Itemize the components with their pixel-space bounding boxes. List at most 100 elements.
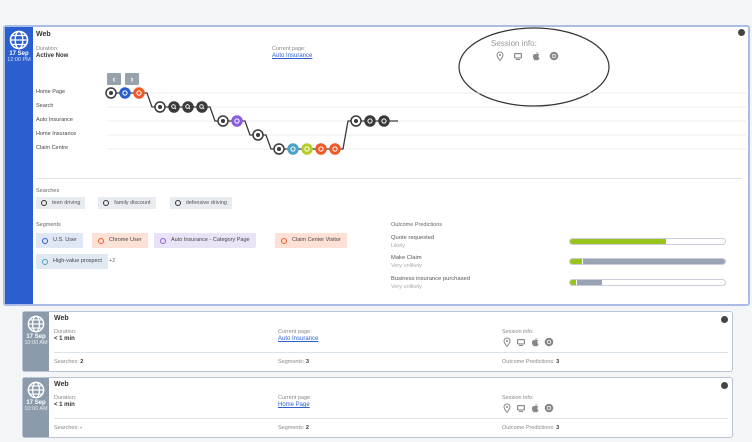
timeline-segment-node[interactable] <box>133 87 145 99</box>
duration-value: < 1 min <box>54 336 75 342</box>
current-page-link[interactable]: Auto Insurance <box>272 53 313 59</box>
outcomes-label: Outcome Predictions: <box>502 425 555 431</box>
segment-icon <box>281 237 287 244</box>
segment-icon <box>97 237 104 244</box>
current-page-label: Current page: <box>278 329 312 335</box>
desktop-icon <box>516 403 526 413</box>
timeline-search-node[interactable] <box>182 101 194 113</box>
outcome-likelihood: Very unlikely <box>391 284 422 290</box>
timeline-segment-node[interactable] <box>119 87 131 99</box>
channel-title: Web <box>54 381 69 388</box>
globe-icon <box>27 381 45 399</box>
divider <box>54 418 728 419</box>
timeline-row-label: Claim Centre <box>36 145 69 151</box>
timeline-event-node[interactable] <box>364 115 376 127</box>
timeline-search-node[interactable] <box>196 101 208 113</box>
timeline-row-label: Home Page <box>36 89 66 95</box>
segments-more[interactable]: +2 <box>109 258 116 264</box>
duration-label: Duration: <box>36 46 59 52</box>
timeline-row-label: Auto Insurance <box>36 117 73 123</box>
searches-label: Searches <box>36 188 60 194</box>
timeline-next-button[interactable]: › <box>125 73 139 85</box>
outcome-bar <box>569 279 726 286</box>
timeline-page-node[interactable] <box>350 115 362 127</box>
session-time: 12:00 PM <box>7 57 31 63</box>
search-chip[interactable]: teen driving <box>36 197 86 209</box>
segment-chip[interactable]: Auto Insurance - Category Page <box>154 233 256 248</box>
segment-chip[interactable]: Claim Center Visitor <box>275 233 347 248</box>
chrome-icon <box>544 403 554 413</box>
segments-count: 3 <box>305 359 309 365</box>
session-info-icons <box>502 403 554 413</box>
session-info-label: Session info: <box>502 395 534 401</box>
search-chip[interactable]: family discount <box>98 197 156 209</box>
current-page-link[interactable]: Home Page <box>278 402 310 408</box>
apple-icon <box>530 403 540 413</box>
outcome-bar-rest <box>583 259 725 264</box>
timeline-page-node[interactable] <box>105 87 117 99</box>
globe-icon <box>27 315 45 333</box>
segments-label: Segments: <box>278 425 305 431</box>
timeline-segment-node[interactable] <box>315 143 327 155</box>
timeline-row-label: Home Insurance <box>36 131 77 137</box>
timeline-segment-node[interactable] <box>231 115 243 127</box>
timeline-segment-node[interactable] <box>301 143 313 155</box>
session-info-label: Session info: <box>491 39 537 48</box>
location-pin-icon <box>502 403 512 413</box>
search-icon <box>174 200 181 206</box>
segment-chip[interactable]: High-value prospect <box>36 254 108 269</box>
timeline-page-node[interactable] <box>154 101 166 113</box>
current-page-link[interactable]: Auto Insurance <box>278 336 319 342</box>
timeline-prev-button[interactable]: ‹ <box>107 73 121 85</box>
duration-value: Active Now <box>36 53 69 59</box>
apple-icon <box>530 337 540 347</box>
timeline-page-node[interactable] <box>273 143 285 155</box>
close-icon[interactable] <box>738 29 745 36</box>
session-info-icons <box>502 337 554 347</box>
outcomes-label: Outcome Predictions <box>391 222 443 228</box>
searches-count: 2 <box>80 359 84 365</box>
timeline-search-node[interactable] <box>168 101 180 113</box>
location-pin-icon <box>502 337 512 347</box>
timeline-segment-node[interactable] <box>287 143 299 155</box>
session-card[interactable]: 17 Sep 10:00 AM Web Duration: < 1 min Cur… <box>22 311 733 372</box>
duration-label: Duration: <box>54 395 77 401</box>
timeline-page-node[interactable] <box>217 115 229 127</box>
channel-title: Web <box>54 315 69 322</box>
divider <box>36 178 742 179</box>
search-chip[interactable]: defensive driving <box>169 197 232 209</box>
outcome-bar-rest <box>577 280 602 285</box>
session-date: 17 Sep <box>26 334 46 340</box>
outcome-bar <box>569 238 726 245</box>
segment-chip[interactable]: Chrome User <box>91 233 148 248</box>
duration-label: Duration: <box>54 329 77 335</box>
active-session-card: 17 Sep 12:00 PM Web Duration: Active Now… <box>3 25 750 306</box>
segment-icon <box>160 237 166 244</box>
desktop-icon <box>516 337 526 347</box>
current-page-label: Current page: <box>278 395 312 401</box>
current-page-label: Current page: <box>272 46 306 52</box>
segment-icon <box>42 258 48 265</box>
timeline-page-node[interactable] <box>252 129 264 141</box>
outcome-name: Make Claim <box>391 255 422 261</box>
outcome-bar <box>569 258 726 265</box>
search-icon <box>41 200 47 206</box>
segments-label: Segments: <box>278 359 305 365</box>
divider <box>54 352 728 353</box>
close-icon[interactable] <box>721 382 728 389</box>
segment-icon <box>42 237 48 244</box>
searches-count: - <box>80 425 83 431</box>
timeline-row-label: Search <box>36 103 54 109</box>
search-icon <box>103 200 110 206</box>
close-icon[interactable] <box>721 316 728 323</box>
outcomes-label: Outcome Predictions: <box>502 359 555 365</box>
session-time: 10:00 AM <box>24 406 48 412</box>
timeline-event-node[interactable] <box>378 115 390 127</box>
timeline-segment-node[interactable] <box>329 143 341 155</box>
session-date: 17 Sep <box>9 51 29 57</box>
chrome-icon <box>544 337 554 347</box>
duration-value: < 1 min <box>54 402 75 408</box>
journey-timeline <box>105 87 746 155</box>
segment-chip[interactable]: U.S. User <box>36 233 83 248</box>
session-card[interactable]: 17 Sep 10:00 AM Web Duration: < 1 min Cur… <box>22 377 733 438</box>
